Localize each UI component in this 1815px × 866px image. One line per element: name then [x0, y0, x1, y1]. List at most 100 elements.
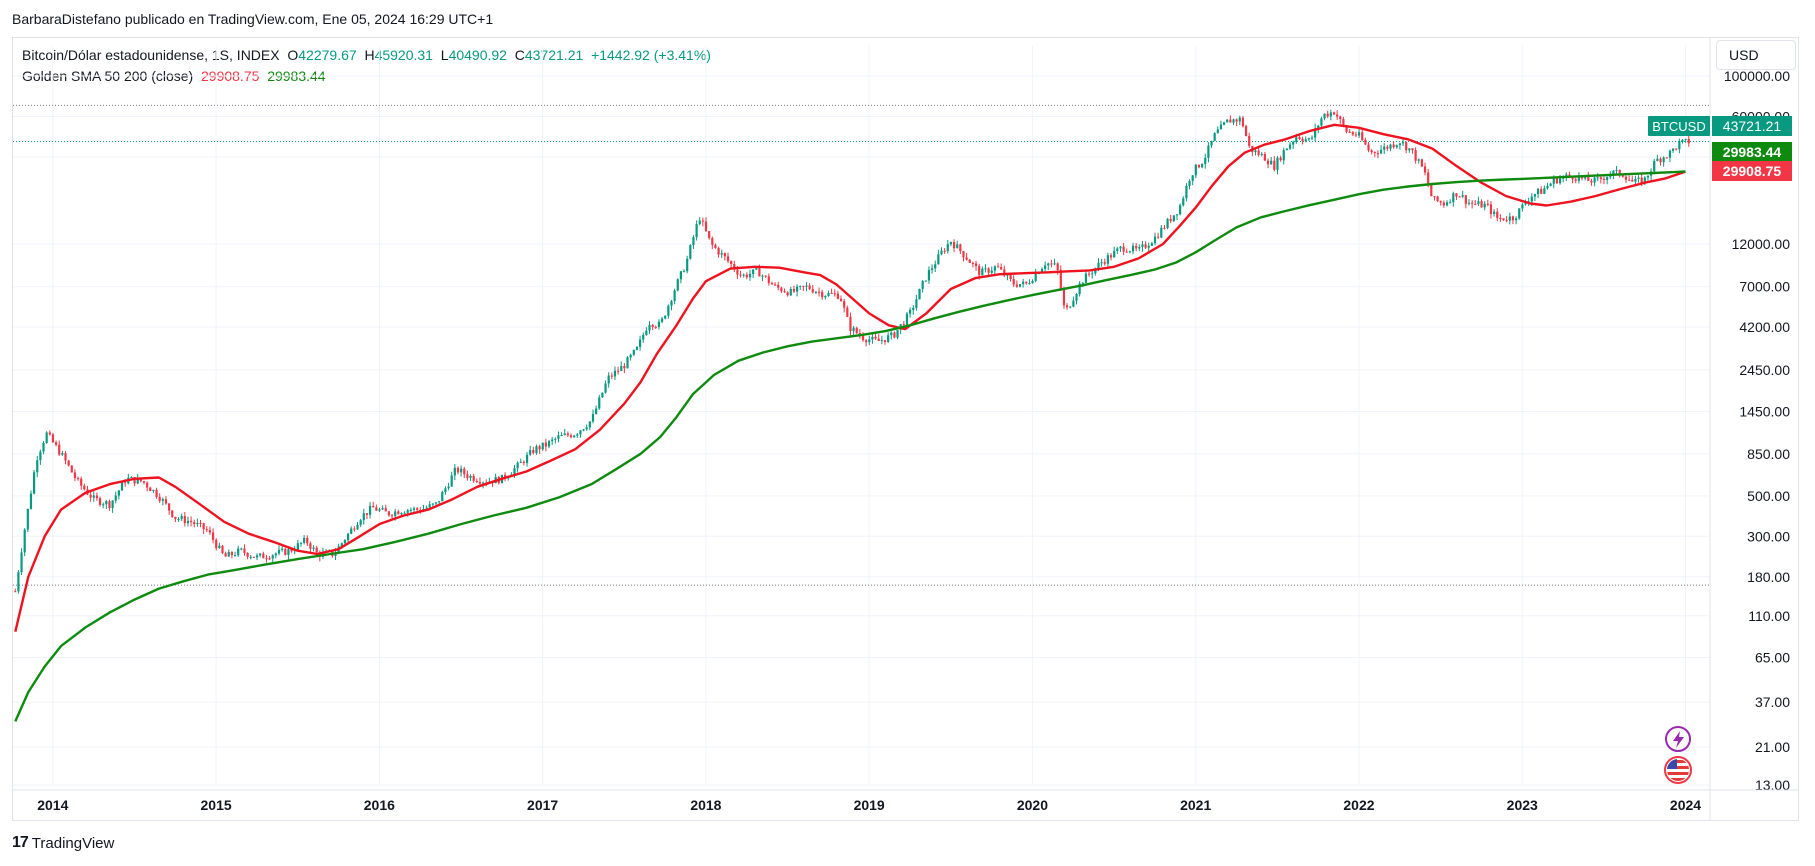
- candle: [381, 505, 384, 511]
- candle: [893, 331, 896, 339]
- x-tick-label: 2014: [37, 797, 68, 813]
- candle: [996, 263, 1000, 268]
- candle: [1304, 136, 1307, 143]
- candle: [1150, 241, 1153, 247]
- candle: [1383, 143, 1386, 154]
- candle: [1028, 279, 1031, 285]
- candle: [1323, 113, 1326, 121]
- candle: [397, 509, 400, 515]
- lightning-icon[interactable]: [1665, 726, 1691, 752]
- candle: [76, 476, 80, 481]
- candle: [1602, 174, 1606, 185]
- candle: [227, 549, 230, 557]
- candle: [463, 466, 466, 479]
- candle: [1034, 268, 1037, 283]
- candle: [852, 325, 855, 335]
- candle: [858, 328, 861, 339]
- candle: [1483, 201, 1486, 211]
- candle: [1279, 155, 1282, 162]
- currency-button[interactable]: USD: [1716, 40, 1796, 70]
- candle: [645, 327, 648, 336]
- candle: [1188, 179, 1191, 190]
- candle: [1194, 163, 1197, 179]
- candle: [773, 282, 777, 287]
- candle: [1376, 150, 1380, 159]
- candle: [171, 510, 174, 518]
- candle: [780, 286, 783, 294]
- candle: [168, 503, 171, 515]
- candle: [874, 333, 877, 340]
- candle: [532, 446, 535, 455]
- candle: [629, 353, 632, 361]
- candle: [1486, 199, 1489, 207]
- candle: [268, 555, 271, 560]
- candle: [855, 326, 858, 335]
- sma-slow-price-label: 29983.44: [1712, 142, 1792, 162]
- candle: [1062, 286, 1066, 309]
- candle: [1502, 218, 1505, 221]
- candle: [98, 496, 102, 507]
- candle: [927, 266, 931, 284]
- candle: [271, 554, 274, 563]
- us-flag-icon[interactable]: [1664, 756, 1692, 784]
- candle: [576, 433, 579, 439]
- candle: [880, 335, 883, 345]
- candle: [1442, 200, 1445, 208]
- candle: [255, 553, 259, 561]
- candle: [1292, 140, 1295, 149]
- candle: [466, 470, 469, 481]
- candle: [54, 440, 58, 447]
- candle: [676, 278, 679, 292]
- candle: [403, 511, 406, 514]
- candle: [786, 291, 789, 297]
- candle: [1012, 275, 1015, 287]
- y-tick-label: 500.00: [1747, 488, 1790, 504]
- candle: [58, 440, 61, 456]
- x-tick-label: 2015: [201, 797, 232, 813]
- legend-symbol[interactable]: Bitcoin/Dólar estadounidense, 1S, INDEX: [22, 47, 280, 63]
- candle: [1179, 203, 1182, 216]
- candle: [287, 546, 290, 560]
- candle: [1213, 132, 1216, 142]
- candle: [1169, 214, 1172, 224]
- candle: [1087, 271, 1091, 277]
- candle: [1128, 250, 1131, 254]
- candle: [827, 290, 830, 297]
- candle: [368, 502, 372, 519]
- candle: [108, 499, 111, 511]
- candle: [708, 230, 711, 240]
- candle: [1467, 199, 1471, 206]
- footer-brand-text: TradingView: [31, 834, 115, 852]
- candle: [1398, 142, 1402, 150]
- footer-brand[interactable]: 17 TradingView: [12, 834, 114, 852]
- candle: [965, 253, 968, 261]
- candle: [378, 507, 381, 513]
- candle: [299, 542, 303, 547]
- candle: [1282, 147, 1285, 165]
- candle: [14, 588, 17, 593]
- candle: [623, 363, 626, 374]
- candle: [1166, 218, 1169, 230]
- candle: [1590, 178, 1593, 186]
- candle: [1072, 296, 1075, 308]
- candle: [221, 544, 224, 555]
- candle: [1461, 190, 1464, 199]
- candle: [1505, 216, 1508, 223]
- candle: [569, 433, 573, 439]
- x-tick-label: 2024: [1670, 797, 1701, 813]
- candle: [1662, 156, 1665, 167]
- candle: [940, 247, 943, 256]
- candle: [598, 394, 601, 410]
- candle: [563, 428, 566, 436]
- candle: [20, 548, 23, 575]
- candle: [189, 516, 193, 527]
- candle: [224, 551, 227, 557]
- candle: [792, 285, 796, 293]
- candle: [1439, 200, 1442, 206]
- candle: [912, 305, 915, 315]
- candle: [673, 288, 676, 305]
- candle: [180, 513, 183, 521]
- candle: [730, 260, 733, 269]
- candle: [1389, 143, 1392, 152]
- candle: [795, 284, 799, 297]
